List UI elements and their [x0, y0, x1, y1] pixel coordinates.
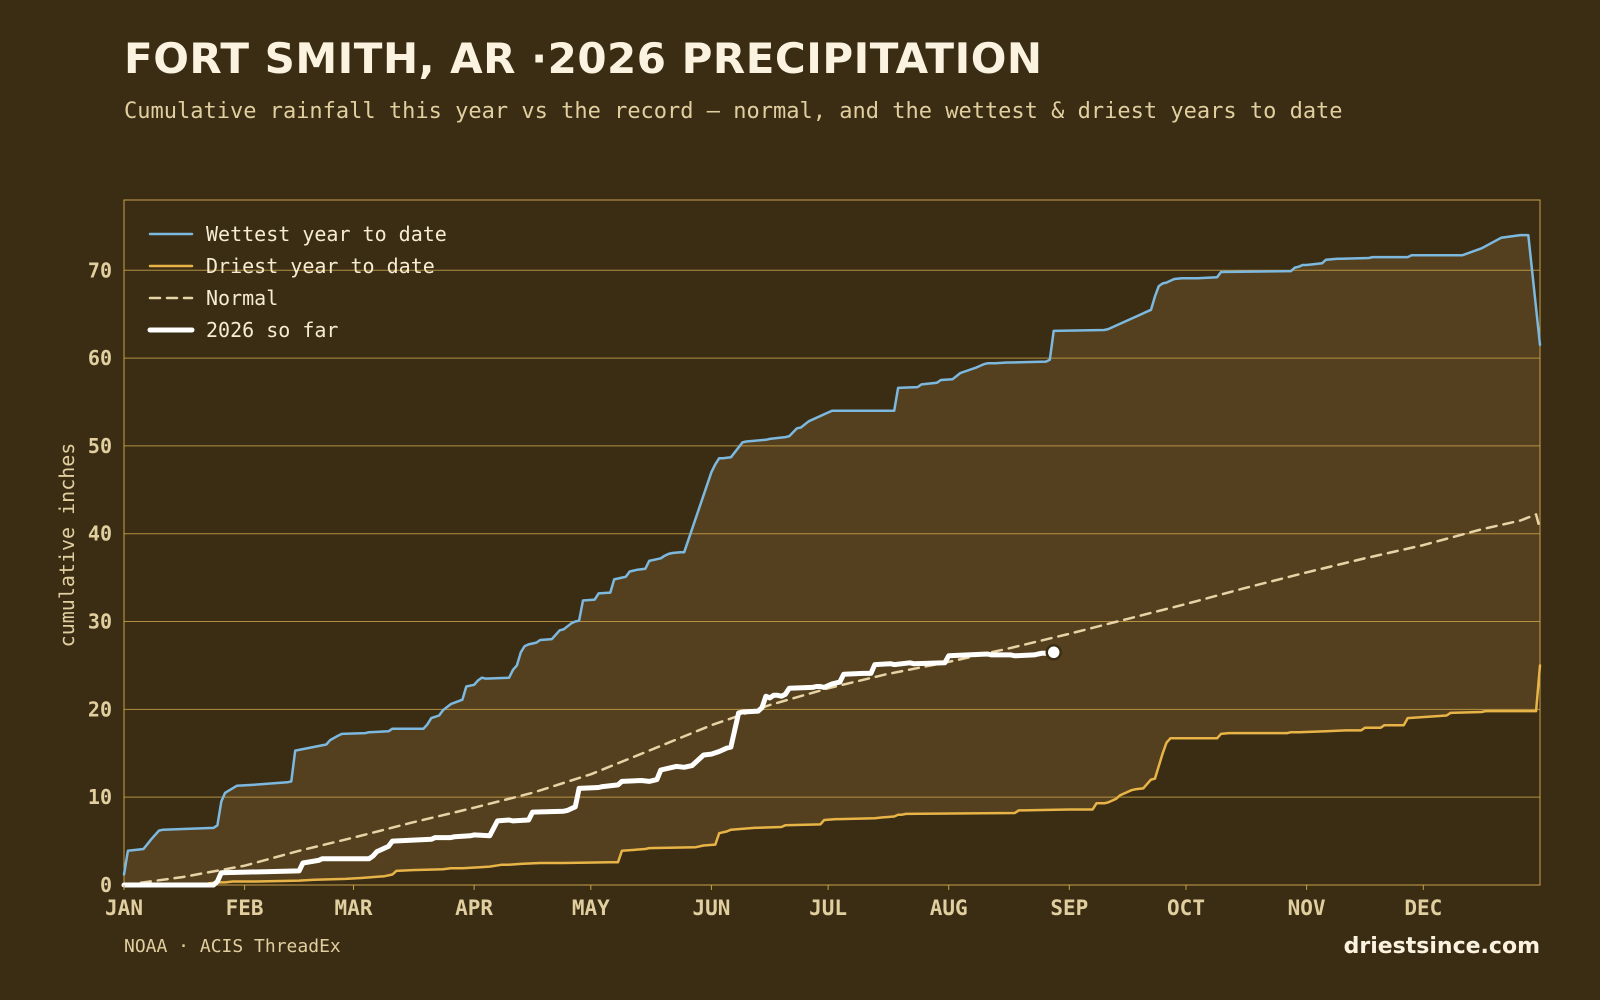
y-tick-label: 40	[88, 522, 112, 546]
x-tick-label: APR	[455, 896, 493, 920]
x-tick-label: NOV	[1288, 896, 1326, 920]
driest-line	[122, 664, 1542, 887]
x-tick-label: AUG	[930, 896, 968, 920]
page-subtitle: Cumulative rainfall this year vs the rec…	[124, 99, 1343, 124]
y-tick-label: 30	[88, 610, 112, 634]
y-tick-label: 60	[88, 346, 112, 370]
legend-label: Wettest year to date	[206, 222, 447, 246]
legend-label: Normal	[206, 286, 278, 310]
current-year-line	[121, 649, 1057, 888]
legend-label: 2026 so far	[206, 318, 338, 342]
y-tick-label: 70	[88, 258, 112, 282]
y-tick-label: 10	[88, 785, 112, 809]
site-link[interactable]: driestsince.com	[1343, 934, 1540, 959]
x-tick-label: JUL	[809, 896, 847, 920]
y-tick-label: 50	[88, 434, 112, 458]
normal-line	[122, 513, 1542, 887]
x-tick-label: DEC	[1404, 896, 1442, 920]
x-tick-label: MAY	[572, 896, 610, 920]
x-tick-label: FEB	[226, 896, 264, 920]
y-tick-label: 0	[100, 873, 112, 897]
wettest-line	[122, 233, 1542, 876]
x-tick-label: SEP	[1050, 896, 1088, 920]
x-tick-label: OCT	[1167, 896, 1205, 920]
y-axis-label: cumulative inches	[55, 443, 79, 648]
data-source: NOAA · ACIS ThreadEx	[124, 936, 341, 957]
legend-label: Driest year to date	[206, 254, 435, 278]
y-tick-label: 20	[88, 697, 112, 721]
x-tick-label: JUN	[692, 896, 730, 920]
x-tick-label: MAR	[335, 896, 373, 920]
record-range-band	[124, 235, 1540, 886]
current-point-marker	[1045, 644, 1062, 661]
x-tick-label: JAN	[105, 896, 143, 920]
page-title: FORT SMITH, AR ·2026 PRECIPITATION	[124, 34, 1043, 83]
